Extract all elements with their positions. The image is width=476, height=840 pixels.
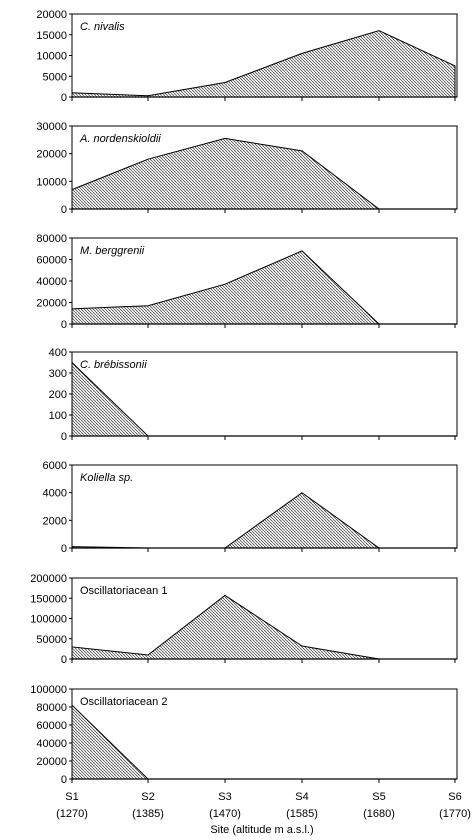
panel-1: 0 5000 10000 15000 20000 C. nivalis (36, 9, 458, 104)
area-series (71, 594, 455, 660)
y-tick-label: 20000 (36, 9, 67, 21)
x-tick-site-3: S3 (218, 791, 231, 803)
area-series (71, 250, 455, 325)
area-series (71, 361, 455, 437)
y-tick-label: 10000 (36, 176, 67, 188)
y-tick-label: 0 (61, 319, 67, 331)
panel-4: 0 100 200 300 400 C. brébissonii (49, 347, 458, 443)
y-tick-label: 200000 (30, 573, 67, 585)
y-tick-label: 80000 (36, 233, 67, 245)
y-tick-label: 0 (61, 654, 67, 666)
y-tick-label: 200 (49, 389, 67, 401)
x-tick-altitude-2: (1385) (132, 808, 164, 820)
y-tick-label: 5000 (43, 71, 67, 83)
y-tick-label: 100000 (30, 684, 67, 696)
panel-title: Oscillatoriacean 2 (80, 696, 167, 708)
y-tick-label: 0 (61, 204, 67, 216)
panel-title: M. berggrenii (80, 245, 145, 257)
y-tick-label: 60000 (36, 720, 67, 732)
y-tick-label: 0 (61, 543, 67, 555)
y-tick-label: 40000 (36, 276, 67, 288)
panel-3: 0 20000 40000 60000 80000 M. berggrenii (36, 233, 458, 331)
x-tick-altitude-3: (1470) (209, 808, 241, 820)
x-tick-site-2: S2 (141, 791, 154, 803)
panel-title: Koliella sp. (80, 472, 133, 484)
y-tick-label: 4000 (43, 488, 67, 500)
x-axis-label: Site (altitude m a.s.l.) (210, 824, 313, 836)
y-tick-label: 100 (49, 410, 67, 422)
y-tick-label: 60000 (36, 255, 67, 267)
x-tick-altitude-4: (1585) (286, 808, 318, 820)
x-tick-altitude-5: (1680) (363, 808, 395, 820)
x-tick-altitude-1: (1270) (56, 808, 88, 820)
y-tick-label: 300 (49, 368, 67, 380)
y-tick-label: 400 (49, 347, 67, 359)
y-tick-label: 40000 (36, 738, 67, 750)
panel-5: 0 2000 4000 6000 Koliella sp. (43, 460, 458, 555)
y-tick-label: 6000 (43, 460, 67, 472)
panel-title: Oscillatoriacean 1 (80, 585, 167, 597)
panel-7: 0 20000 40000 60000 80000 100000 Oscillatoriac… (30, 684, 458, 786)
y-tick-label: 10000 (36, 51, 67, 63)
x-tick-site-1: S1 (65, 791, 78, 803)
y-tick-label: 15000 (36, 30, 67, 42)
y-tick-label: 2000 (43, 515, 67, 527)
y-tick-label: 30000 (36, 121, 67, 133)
y-tick-label: 150000 (30, 593, 67, 605)
x-tick-site-5: S5 (372, 791, 385, 803)
panel-title: A. nordenskioldii (79, 133, 161, 145)
area-series (71, 30, 456, 98)
area-series (71, 704, 455, 780)
panel-title: C. nivalis (80, 21, 125, 33)
y-tick-label: 80000 (36, 702, 67, 714)
panel-6: 0 50000 100000 150000 200000 Oscillatoriacean… (30, 573, 458, 666)
x-tick-altitude-6: (1770) (439, 808, 471, 820)
area-series (71, 137, 455, 210)
y-tick-label: 20000 (36, 756, 67, 768)
y-tick-label: 20000 (36, 149, 67, 161)
y-tick-label: 20000 (36, 298, 67, 310)
y-tick-label: 50000 (36, 634, 67, 646)
y-tick-label: 0 (61, 431, 67, 443)
x-tick-site-6: S6 (448, 791, 461, 803)
y-tick-label: 0 (61, 774, 67, 786)
y-tick-label: 0 (61, 92, 67, 104)
x-tick-site-4: S4 (295, 791, 308, 803)
panel-2: 0 10000 20000 30000 A. nordenskioldii (36, 121, 458, 216)
area-series (71, 492, 455, 549)
panel-title: C. brébissonii (80, 359, 147, 371)
y-tick-label: 100000 (30, 614, 67, 626)
